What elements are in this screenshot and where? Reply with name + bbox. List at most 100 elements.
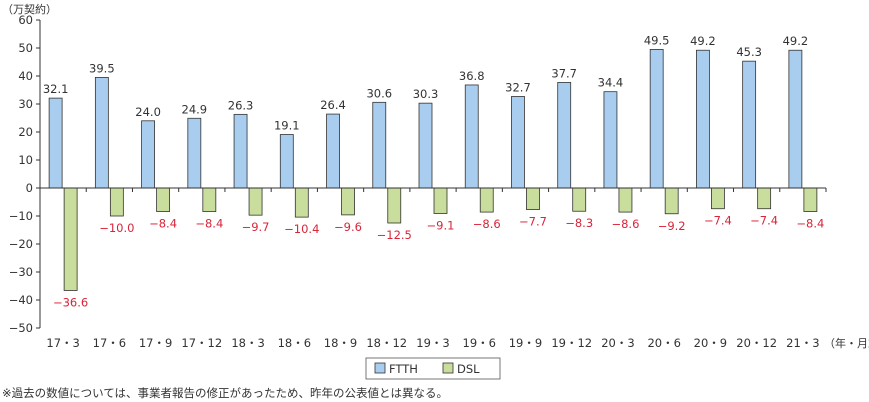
dsl-value-label: −36.6 bbox=[53, 295, 88, 309]
y-tick-label: 0 bbox=[26, 181, 33, 195]
dsl-value-label: −10.4 bbox=[284, 222, 319, 236]
dsl-bar bbox=[433, 187, 448, 214]
dsl-bar bbox=[294, 187, 309, 218]
x-tick-label: 17・9 bbox=[139, 336, 172, 350]
x-tick-label: 19・12 bbox=[551, 336, 592, 350]
ftth-bar bbox=[418, 102, 433, 189]
ftth-value-label: 49.2 bbox=[783, 34, 809, 48]
dsl-bar bbox=[341, 187, 355, 216]
y-axis: −50 −40 −30 −20 −10 0 10 20 30 40 50 60 bbox=[9, 13, 41, 335]
x-tick-label: 17・12 bbox=[181, 336, 222, 350]
ftth-value-label: 26.3 bbox=[228, 98, 254, 112]
ftth-value-label: 24.9 bbox=[182, 102, 208, 116]
ftth-value-label: 45.3 bbox=[736, 45, 762, 59]
y-tick-label: 50 bbox=[18, 41, 33, 55]
y-tick-label: 30 bbox=[18, 97, 33, 111]
legend: FTTH DSL bbox=[365, 357, 501, 380]
dsl-bar bbox=[757, 187, 772, 210]
ftth-bar bbox=[279, 134, 294, 189]
ftth-bar bbox=[696, 49, 710, 189]
dsl-value-label: −9.2 bbox=[658, 219, 686, 233]
dsl-bar bbox=[572, 187, 587, 212]
dsl-value-label: −9.1 bbox=[427, 218, 455, 232]
dsl-value-label: −8.4 bbox=[195, 217, 223, 231]
ftth-value-label: 32.7 bbox=[505, 80, 531, 94]
ftth-value-label: 37.7 bbox=[551, 66, 577, 80]
x-tick-label: 19・9 bbox=[509, 336, 542, 350]
x-tick-label: 20・12 bbox=[736, 336, 777, 350]
legend-item-dsl-swatch bbox=[442, 362, 454, 374]
x-axis-unit: （年・月末） bbox=[824, 336, 869, 350]
x-tick-label: 20・6 bbox=[647, 336, 680, 350]
x-tick-label: 19・3 bbox=[416, 336, 449, 350]
x-axis: 17・3 17・6 17・9 17・12 18・3 18・6 18・9 18・12 19・3 19… bbox=[39, 187, 827, 350]
ftth-bar bbox=[372, 101, 387, 189]
ftth-bar bbox=[94, 77, 109, 189]
dsl-value-label: −12.5 bbox=[377, 228, 412, 242]
y-tick-label: −40 bbox=[9, 293, 33, 307]
ftth-bar bbox=[603, 91, 618, 189]
dsl-value-label: −9.7 bbox=[242, 220, 270, 234]
dsl-value-label: −7.7 bbox=[519, 215, 547, 229]
ftth-bar bbox=[742, 60, 757, 189]
ftth-value-label: 36.8 bbox=[459, 69, 485, 83]
ftth-bar bbox=[511, 96, 525, 189]
dsl-value-label: −7.4 bbox=[704, 214, 732, 228]
ftth-bar bbox=[464, 84, 479, 189]
ftth-bar bbox=[788, 49, 803, 189]
ftth-bar bbox=[48, 97, 63, 189]
dsl-bar bbox=[479, 187, 494, 213]
dsl-bar bbox=[711, 187, 725, 210]
x-tick-label: 17・6 bbox=[93, 336, 126, 350]
dsl-bar bbox=[618, 187, 633, 213]
x-tick-label: 21・3 bbox=[786, 336, 819, 350]
y-tick-label: 20 bbox=[18, 125, 33, 139]
y-tick-label: −30 bbox=[9, 265, 33, 279]
dsl-bar bbox=[803, 187, 818, 212]
dsl-bar bbox=[202, 187, 217, 212]
ftth-value-label: 26.4 bbox=[320, 98, 346, 112]
ftth-bar bbox=[557, 82, 572, 189]
ftth-value-label: 34.4 bbox=[598, 76, 624, 90]
legend-item-ftth-swatch bbox=[374, 362, 386, 374]
dsl-value-label: −8.6 bbox=[611, 217, 639, 231]
ftth-value-label: 19.1 bbox=[274, 119, 300, 133]
y-axis-unit: （万契約） bbox=[2, 2, 57, 16]
legend-item-ftth-label: FTTH bbox=[389, 362, 418, 376]
dsl-value-label: −10.0 bbox=[99, 221, 134, 235]
x-tick-label: 18・9 bbox=[324, 336, 357, 350]
ftth-bar bbox=[326, 113, 340, 189]
y-tick-label: −10 bbox=[9, 209, 33, 223]
x-tick-label: 19・6 bbox=[463, 336, 496, 350]
x-tick-label: 20・9 bbox=[694, 336, 727, 350]
x-tick-label: 18・3 bbox=[231, 336, 264, 350]
x-tick-label: 17・3 bbox=[46, 336, 79, 350]
legend-box bbox=[365, 357, 501, 380]
dsl-bar bbox=[387, 187, 402, 224]
ftth-value-label: 49.2 bbox=[690, 34, 716, 48]
dsl-bar bbox=[63, 187, 78, 291]
dsl-value-label: −8.3 bbox=[565, 216, 593, 230]
ftth-value-label: 32.1 bbox=[43, 82, 69, 96]
ftth-value-label: 39.5 bbox=[89, 61, 115, 75]
x-tick-label: 18・12 bbox=[366, 336, 407, 350]
footnote: ※過去の数値については、事業者報告の修正があったため、昨年の公表値とは異なる。 bbox=[2, 386, 449, 400]
ftth-value-label: 24.0 bbox=[135, 105, 161, 119]
ftth-bar bbox=[649, 49, 664, 189]
dsl-bar bbox=[664, 187, 679, 215]
x-tick-label: 20・3 bbox=[601, 336, 634, 350]
dsl-value-label: −7.4 bbox=[750, 214, 778, 228]
ftth-bar bbox=[141, 120, 155, 189]
y-tick-label: 60 bbox=[18, 13, 33, 27]
dsl-value-label: −9.6 bbox=[334, 220, 362, 234]
dsl-value-label: −8.4 bbox=[149, 217, 177, 231]
dsl-bar bbox=[109, 187, 124, 217]
x-tick-label: 18・6 bbox=[278, 336, 311, 350]
ftth-value-label: 30.6 bbox=[366, 86, 392, 100]
y-tick-label: −50 bbox=[9, 321, 33, 335]
dsl-bar bbox=[248, 187, 263, 216]
dsl-value-label: −8.4 bbox=[796, 217, 824, 231]
y-tick-label: 40 bbox=[18, 69, 33, 83]
dsl-bar bbox=[156, 187, 170, 212]
